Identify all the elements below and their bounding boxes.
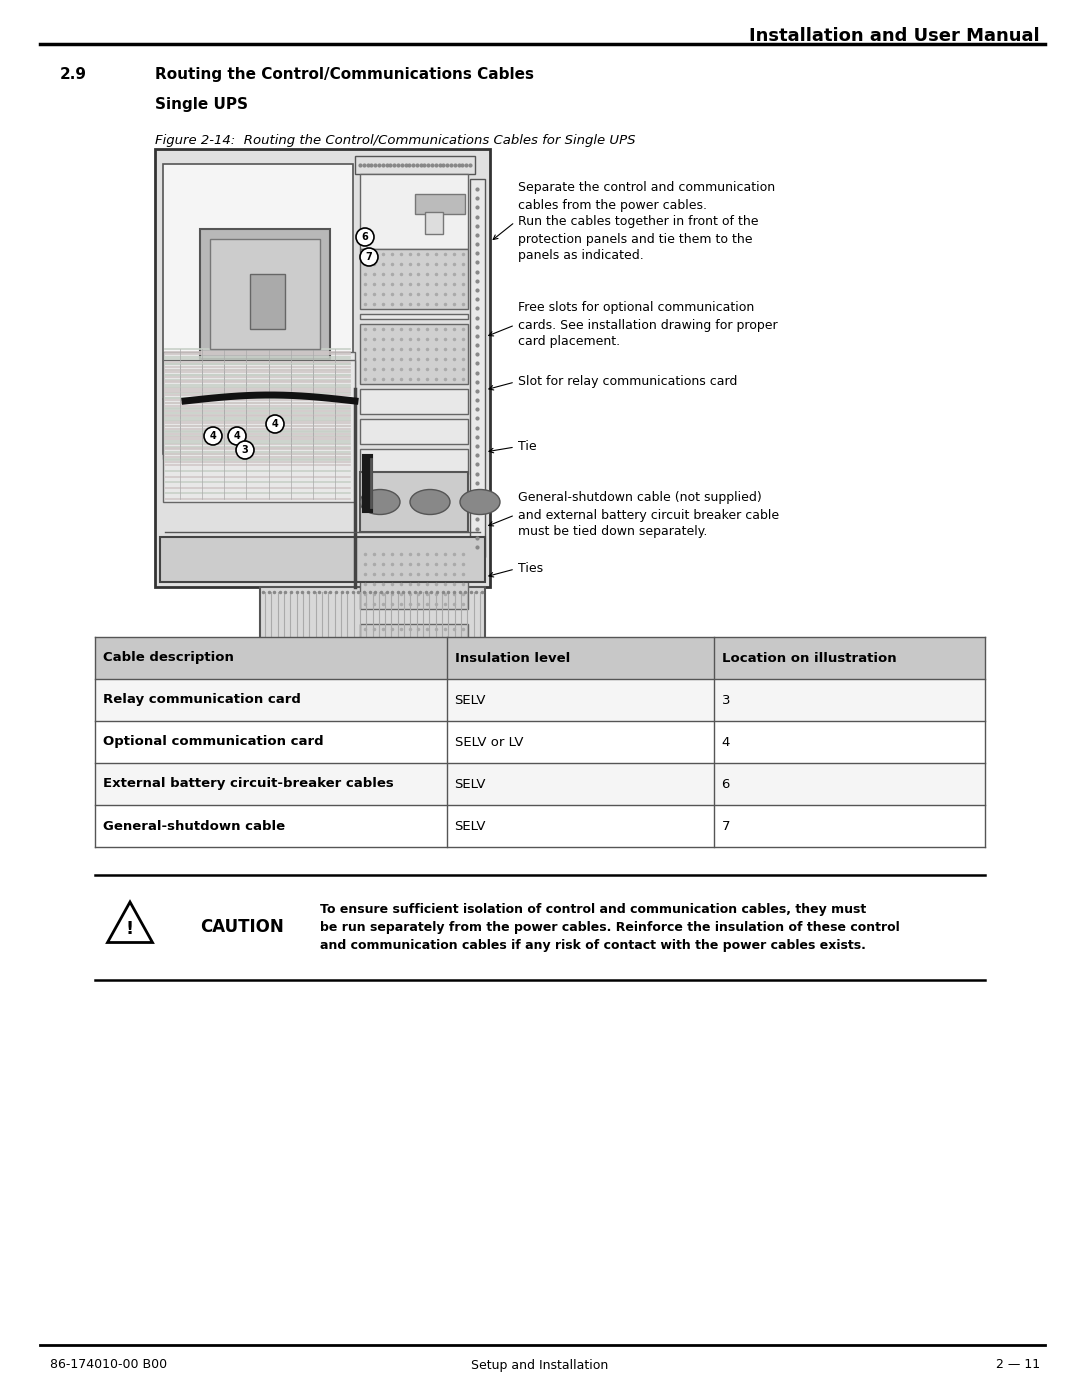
Text: 86-174010-00 B00: 86-174010-00 B00 [50, 1358, 167, 1372]
Text: 2.9: 2.9 [60, 67, 87, 82]
Bar [95, 805, 985, 847]
Text: 4: 4 [272, 419, 279, 429]
Circle shape [228, 427, 246, 446]
Text: To ensure sufficient isolation of control and communication cables, they must
be: To ensure sufficient isolation of contro… [320, 902, 900, 951]
Text: Single UPS: Single UPS [156, 96, 248, 112]
Bar [95, 679, 985, 721]
Text: SELV: SELV [455, 820, 486, 833]
Text: Installation and User Manual: Installation and User Manual [750, 27, 1040, 45]
Text: Insulation level: Insulation level [455, 651, 570, 665]
Bar [415, 194, 465, 214]
Bar [360, 419, 468, 444]
Bar [470, 179, 485, 557]
Text: Slot for relay communications card: Slot for relay communications card [518, 376, 738, 388]
Text: 7: 7 [366, 251, 373, 263]
Ellipse shape [410, 489, 450, 514]
Text: Ties: Ties [518, 563, 543, 576]
Text: Routing the Control/Communications Cables: Routing the Control/Communications Cable… [156, 67, 534, 82]
Bar [360, 175, 468, 249]
Bar [360, 549, 468, 609]
Bar [163, 360, 355, 502]
Circle shape [266, 415, 284, 433]
Polygon shape [108, 902, 152, 943]
Bar [260, 587, 485, 643]
Bar [210, 239, 320, 349]
Bar [163, 163, 353, 400]
Ellipse shape [360, 489, 400, 514]
Text: 3: 3 [721, 693, 730, 707]
Bar [163, 352, 355, 460]
Bar [360, 324, 468, 384]
Text: 4: 4 [210, 432, 216, 441]
Bar [360, 472, 468, 532]
Bar [163, 400, 355, 454]
Circle shape [356, 228, 374, 246]
Bar [360, 624, 468, 685]
Text: CAUTION: CAUTION [200, 918, 284, 936]
Bar [156, 149, 490, 587]
Bar [360, 448, 468, 474]
Text: External battery circuit-breaker cables: External battery circuit-breaker cables [103, 778, 394, 791]
Bar [249, 274, 285, 330]
Bar [360, 314, 468, 319]
Circle shape [360, 249, 378, 265]
Text: Setup and Installation: Setup and Installation [471, 1358, 609, 1372]
Text: Cable description: Cable description [103, 651, 234, 665]
Ellipse shape [460, 489, 500, 514]
Circle shape [237, 441, 254, 460]
Text: SELV: SELV [455, 693, 486, 707]
Text: Tie: Tie [518, 440, 537, 454]
Text: 2 — 11: 2 — 11 [996, 1358, 1040, 1372]
Bar [360, 539, 468, 559]
Text: Optional communication card: Optional communication card [103, 735, 324, 749]
Text: 4: 4 [233, 432, 241, 441]
Text: General-shutdown cable: General-shutdown cable [103, 820, 285, 833]
Text: Free slots for optional communication
cards. See installation drawing for proper: Free slots for optional communication ca… [518, 302, 778, 348]
Bar [355, 156, 475, 175]
Text: Separate the control and communication
cables from the power cables.
Run the cab: Separate the control and communication c… [518, 182, 775, 263]
Text: 3: 3 [242, 446, 248, 455]
Text: SELV: SELV [455, 778, 486, 791]
Circle shape [204, 427, 222, 446]
Text: 4: 4 [721, 735, 730, 749]
Bar [95, 763, 985, 805]
Bar [95, 721, 985, 763]
Text: 7: 7 [721, 820, 730, 833]
Text: Location on illustration: Location on illustration [721, 651, 896, 665]
Bar [426, 212, 443, 235]
Bar [360, 388, 468, 414]
Text: 6: 6 [362, 232, 368, 242]
Text: 6: 6 [721, 778, 730, 791]
Bar [360, 249, 468, 309]
Text: !: ! [126, 921, 134, 939]
Text: SELV or LV: SELV or LV [455, 735, 523, 749]
Text: Relay communication card: Relay communication card [103, 693, 301, 707]
Bar [95, 637, 985, 679]
Text: General-shutdown cable (not supplied)
and external battery circuit breaker cable: General-shutdown cable (not supplied) an… [518, 492, 779, 538]
Text: Figure 2-14:  Routing the Control/Communications Cables for Single UPS: Figure 2-14: Routing the Control/Communi… [156, 134, 635, 147]
Bar [360, 710, 468, 789]
Bar [200, 229, 330, 359]
Bar [160, 536, 485, 583]
